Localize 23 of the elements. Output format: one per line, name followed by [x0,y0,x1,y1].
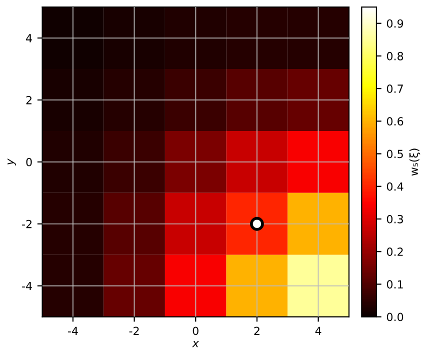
color-bar-label: 0.7 [386,84,403,93]
color-bar-label: 0.6 [386,117,404,126]
x-tick-label: -4 [68,326,78,335]
color-bar-label: 0.3 [386,214,403,224]
y-tick-label: 4 [26,34,32,42]
x-tick-label: -2 [129,326,139,335]
color-bar-title: w₅(ξ) [409,148,420,176]
x-tick-label: 2 [254,326,260,335]
x-tick-label: 0 [192,326,198,336]
color-bar-label: 0.5 [386,150,403,158]
color-bar-label: 0.9 [386,19,404,28]
y-tick-label: -2 [22,220,32,228]
y-axis-title: y [8,158,16,166]
y-tick-label: 2 [26,96,32,104]
color-bar-label: 0.8 [386,52,404,60]
color-bar-label: 0.0 [386,312,404,322]
color-bar-label: 0.1 [386,280,403,289]
color-bar-label: 0.2 [386,248,403,256]
x-axis-title: x [192,341,200,348]
color-bar-label: 0.4 [386,182,404,191]
y-tick-label: 0 [26,158,32,166]
y-tick-label: -4 [22,282,32,290]
x-tick-label: 4 [315,326,322,335]
